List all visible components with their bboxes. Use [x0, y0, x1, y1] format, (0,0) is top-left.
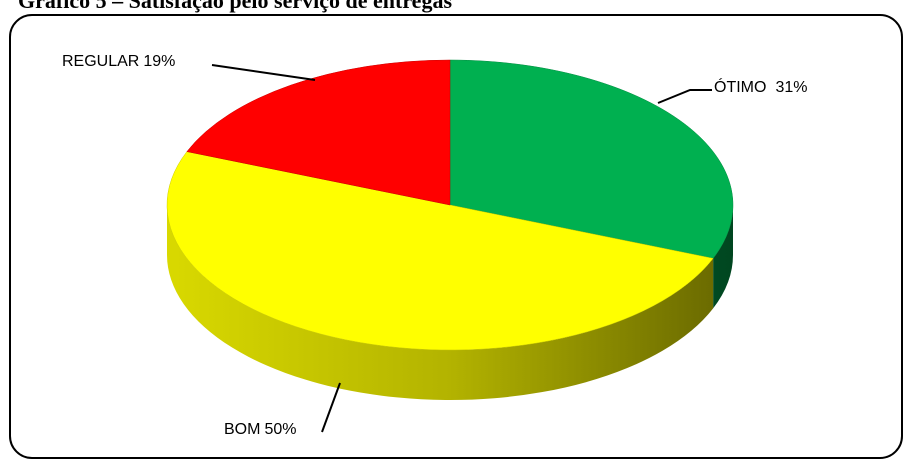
slice [449, 59, 734, 259]
category-label: ÓTIMO [714, 77, 766, 96]
slice-side [713, 205, 733, 309]
pie-tops [166, 59, 734, 351]
data-label: BOM 50% [224, 421, 296, 438]
category-label: BOM [224, 421, 260, 438]
chart-title: Gráfico 5 – Satisfação pelo serviço de e… [18, 0, 452, 13]
data-label: REGULAR 19% [62, 53, 175, 70]
slice [166, 151, 714, 351]
value-label: 19% [143, 53, 175, 70]
leader-line [321, 382, 341, 433]
slice-side [167, 205, 714, 400]
pie-sides [167, 205, 733, 400]
value-label: 31% [775, 79, 807, 96]
category-label: REGULAR [62, 53, 139, 70]
value-label: 50% [264, 421, 296, 438]
leader-line [657, 89, 712, 104]
leader-line [211, 64, 316, 81]
chart-frame [9, 14, 903, 459]
slice [186, 59, 451, 206]
data-label: ÓTIMO 31% [714, 77, 807, 96]
